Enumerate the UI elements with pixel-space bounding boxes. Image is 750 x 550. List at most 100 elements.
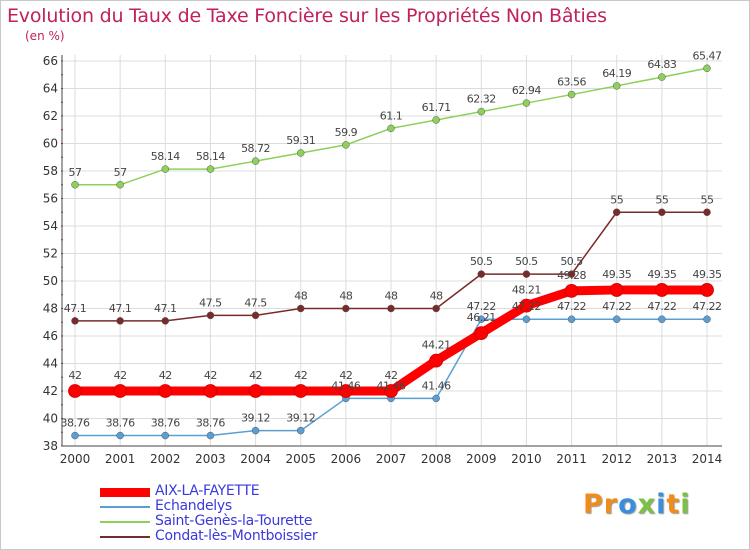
x-tick-label: 2005 — [285, 452, 316, 466]
data-point — [567, 90, 576, 99]
data-label: 44.21 — [422, 339, 451, 352]
data-point — [703, 208, 711, 216]
data-label: 42 — [339, 369, 352, 382]
y-tick-label: 62 — [43, 109, 58, 123]
data-point — [564, 283, 579, 298]
data-point — [206, 431, 215, 440]
data-label: 49.35 — [602, 268, 631, 281]
y-tick-label: 56 — [43, 192, 58, 206]
data-label: 38.76 — [61, 417, 90, 430]
logo-letter: o — [618, 489, 638, 520]
data-point — [474, 326, 489, 341]
data-label: 42 — [204, 369, 217, 382]
legend-swatch — [100, 521, 150, 523]
data-point — [161, 165, 170, 173]
y-tick-label: 64 — [43, 82, 58, 96]
legend-label: Echandelys — [155, 498, 232, 514]
data-label: 42 — [159, 369, 172, 382]
x-tick-label: 2011 — [556, 452, 587, 466]
logo-letter: t — [666, 489, 681, 520]
logo-letter: i — [656, 489, 667, 520]
data-point — [296, 149, 305, 157]
data-point — [203, 384, 218, 398]
y-tick-label: 48 — [43, 302, 58, 316]
y-tick-label: 40 — [43, 412, 58, 426]
y-unit-label: (en %) — [25, 29, 65, 43]
y-tick-label: 44 — [43, 357, 58, 371]
data-label: 55 — [610, 193, 623, 206]
data-point — [429, 353, 444, 368]
data-label: 62.32 — [467, 93, 496, 106]
legend-swatch — [100, 506, 150, 508]
data-point — [700, 283, 714, 297]
data-point — [387, 124, 395, 133]
y-tick-label: 38 — [43, 439, 58, 453]
data-point — [703, 315, 711, 323]
x-tick-label: 2003 — [195, 452, 226, 466]
data-label: 49.35 — [693, 268, 722, 281]
x-tick-label: 2013 — [647, 452, 678, 466]
data-label: 48 — [294, 290, 307, 303]
data-label: 65.47 — [693, 49, 722, 62]
data-label: 38.76 — [106, 417, 135, 430]
plot-area — [62, 55, 722, 446]
data-point — [342, 304, 350, 313]
data-point — [338, 384, 353, 398]
data-point — [158, 384, 173, 398]
data-label: 64.83 — [647, 58, 676, 71]
data-point — [387, 304, 395, 313]
data-point — [342, 141, 350, 149]
data-point — [519, 298, 534, 313]
legend-label: AIX-LA-FAYETTE — [155, 483, 260, 499]
data-point — [113, 384, 128, 398]
x-tick-label: 2006 — [331, 452, 362, 466]
y-tick-label: 52 — [43, 247, 58, 261]
data-point — [612, 82, 621, 90]
x-tick-label: 2004 — [240, 452, 271, 466]
proxiti-logo: Proxiti — [583, 489, 691, 520]
data-label: 47.5 — [199, 296, 222, 309]
data-point — [432, 304, 440, 313]
data-label: 49.28 — [557, 269, 586, 282]
data-label: 42 — [294, 369, 307, 382]
data-label: 63.56 — [557, 76, 586, 89]
data-label: 41.46 — [331, 379, 360, 392]
data-label: 61.1 — [380, 109, 403, 122]
x-tick-label: 2001 — [105, 452, 136, 466]
x-tick-label: 2014 — [692, 452, 723, 466]
data-point — [567, 315, 576, 323]
data-label: 50.5 — [470, 255, 493, 268]
data-label: 42 — [69, 369, 82, 382]
y-tick-label: 66 — [43, 54, 58, 68]
data-point — [293, 384, 308, 398]
data-label: 47.22 — [647, 300, 676, 313]
logo-letter: x — [637, 489, 657, 520]
data-point — [609, 283, 624, 297]
data-point — [68, 384, 82, 398]
data-point — [567, 270, 576, 278]
data-label: 50.5 — [560, 255, 583, 268]
data-point — [71, 431, 79, 440]
data-point — [477, 270, 486, 278]
data-point — [206, 311, 215, 320]
data-point — [116, 317, 124, 325]
data-label: 58.14 — [151, 150, 180, 163]
x-tick-label: 2012 — [601, 452, 632, 466]
data-label: 61.71 — [422, 101, 451, 114]
data-point — [161, 431, 170, 440]
data-point — [251, 157, 260, 165]
data-label: 46.21 — [467, 311, 496, 324]
data-point — [522, 270, 531, 278]
data-label: 47.22 — [693, 300, 722, 313]
legend-label: Condat-lès-Montboissier — [155, 528, 318, 544]
data-point — [522, 315, 531, 323]
data-label: 57 — [114, 166, 127, 179]
data-label: 48 — [385, 290, 398, 303]
logo-letter: P — [583, 489, 604, 520]
data-label: 55 — [655, 193, 668, 206]
data-point — [522, 99, 531, 107]
data-label: 39.12 — [286, 412, 315, 425]
data-label: 47.1 — [109, 302, 132, 315]
data-point — [161, 317, 170, 325]
data-label: 42 — [114, 369, 127, 382]
